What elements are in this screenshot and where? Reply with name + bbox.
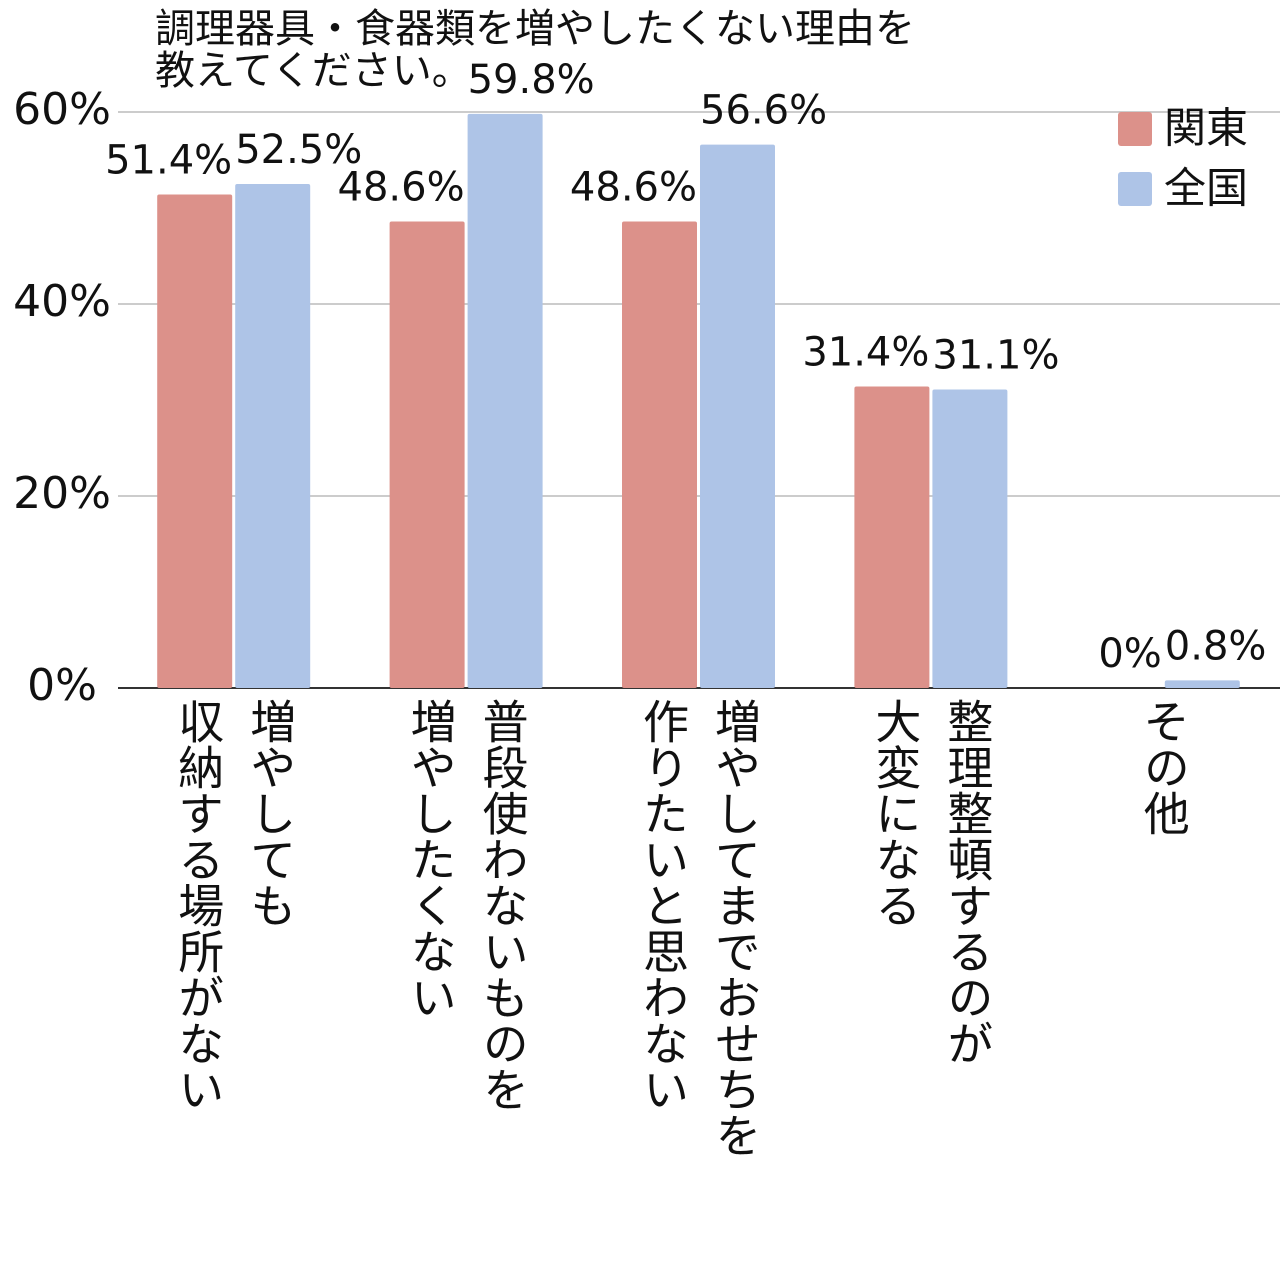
y-tick-label: 60% — [13, 84, 111, 135]
x-tick-label: 増やしてまでおせちを 作りたいと思わない — [599, 698, 799, 1278]
bar — [854, 386, 930, 688]
legend-label: 関東 — [1164, 104, 1248, 153]
bar — [622, 221, 697, 688]
data-label: 51.4% — [105, 138, 232, 184]
x-tick-text: 整理整頓するのが 大変になる — [868, 698, 995, 1066]
x-tick-label: 整理整頓するのが 大変になる — [831, 698, 1031, 1278]
legend-swatch — [1118, 172, 1152, 206]
legend-swatch — [1118, 112, 1152, 146]
data-label: 59.8% — [468, 57, 595, 103]
bar — [1164, 680, 1240, 688]
x-tick-text: 増やしてまでおせちを 作りたいと思わない — [636, 698, 762, 1158]
x-tick-text: 普段使わないものを 増やしたくない — [403, 698, 530, 1112]
bar — [467, 113, 543, 689]
x-tick-label: その他 — [1064, 698, 1264, 1278]
x-tick-label: 増やしても 収納する場所がない — [134, 698, 334, 1278]
data-label: 48.6% — [570, 164, 697, 210]
legend-label: 全国 — [1164, 164, 1248, 213]
bar — [157, 194, 233, 688]
data-label: 52.5% — [235, 127, 362, 173]
bar — [389, 221, 465, 688]
data-label: 48.6% — [338, 164, 465, 210]
x-tick-label: 普段使わないものを 増やしたくない — [367, 698, 567, 1278]
bar — [932, 389, 1008, 688]
x-tick-text: その他 — [1136, 698, 1191, 836]
y-tick-label: 20% — [13, 468, 111, 519]
bar — [235, 184, 311, 688]
chart-title: 調理器具・食器類を増やしたくない理由を 教えてください。 — [155, 6, 915, 94]
data-label: 0% — [1098, 631, 1161, 677]
y-tick-label: 0% — [27, 660, 97, 711]
x-tick-text: 増やしても 収納する場所がない — [171, 698, 298, 1112]
data-label: 31.4% — [802, 330, 929, 376]
y-tick-label: 40% — [13, 276, 111, 327]
data-label: 0.8% — [1165, 623, 1267, 669]
data-label: 31.1% — [932, 332, 1059, 378]
data-label: 56.6% — [700, 88, 827, 134]
bar — [700, 144, 775, 688]
